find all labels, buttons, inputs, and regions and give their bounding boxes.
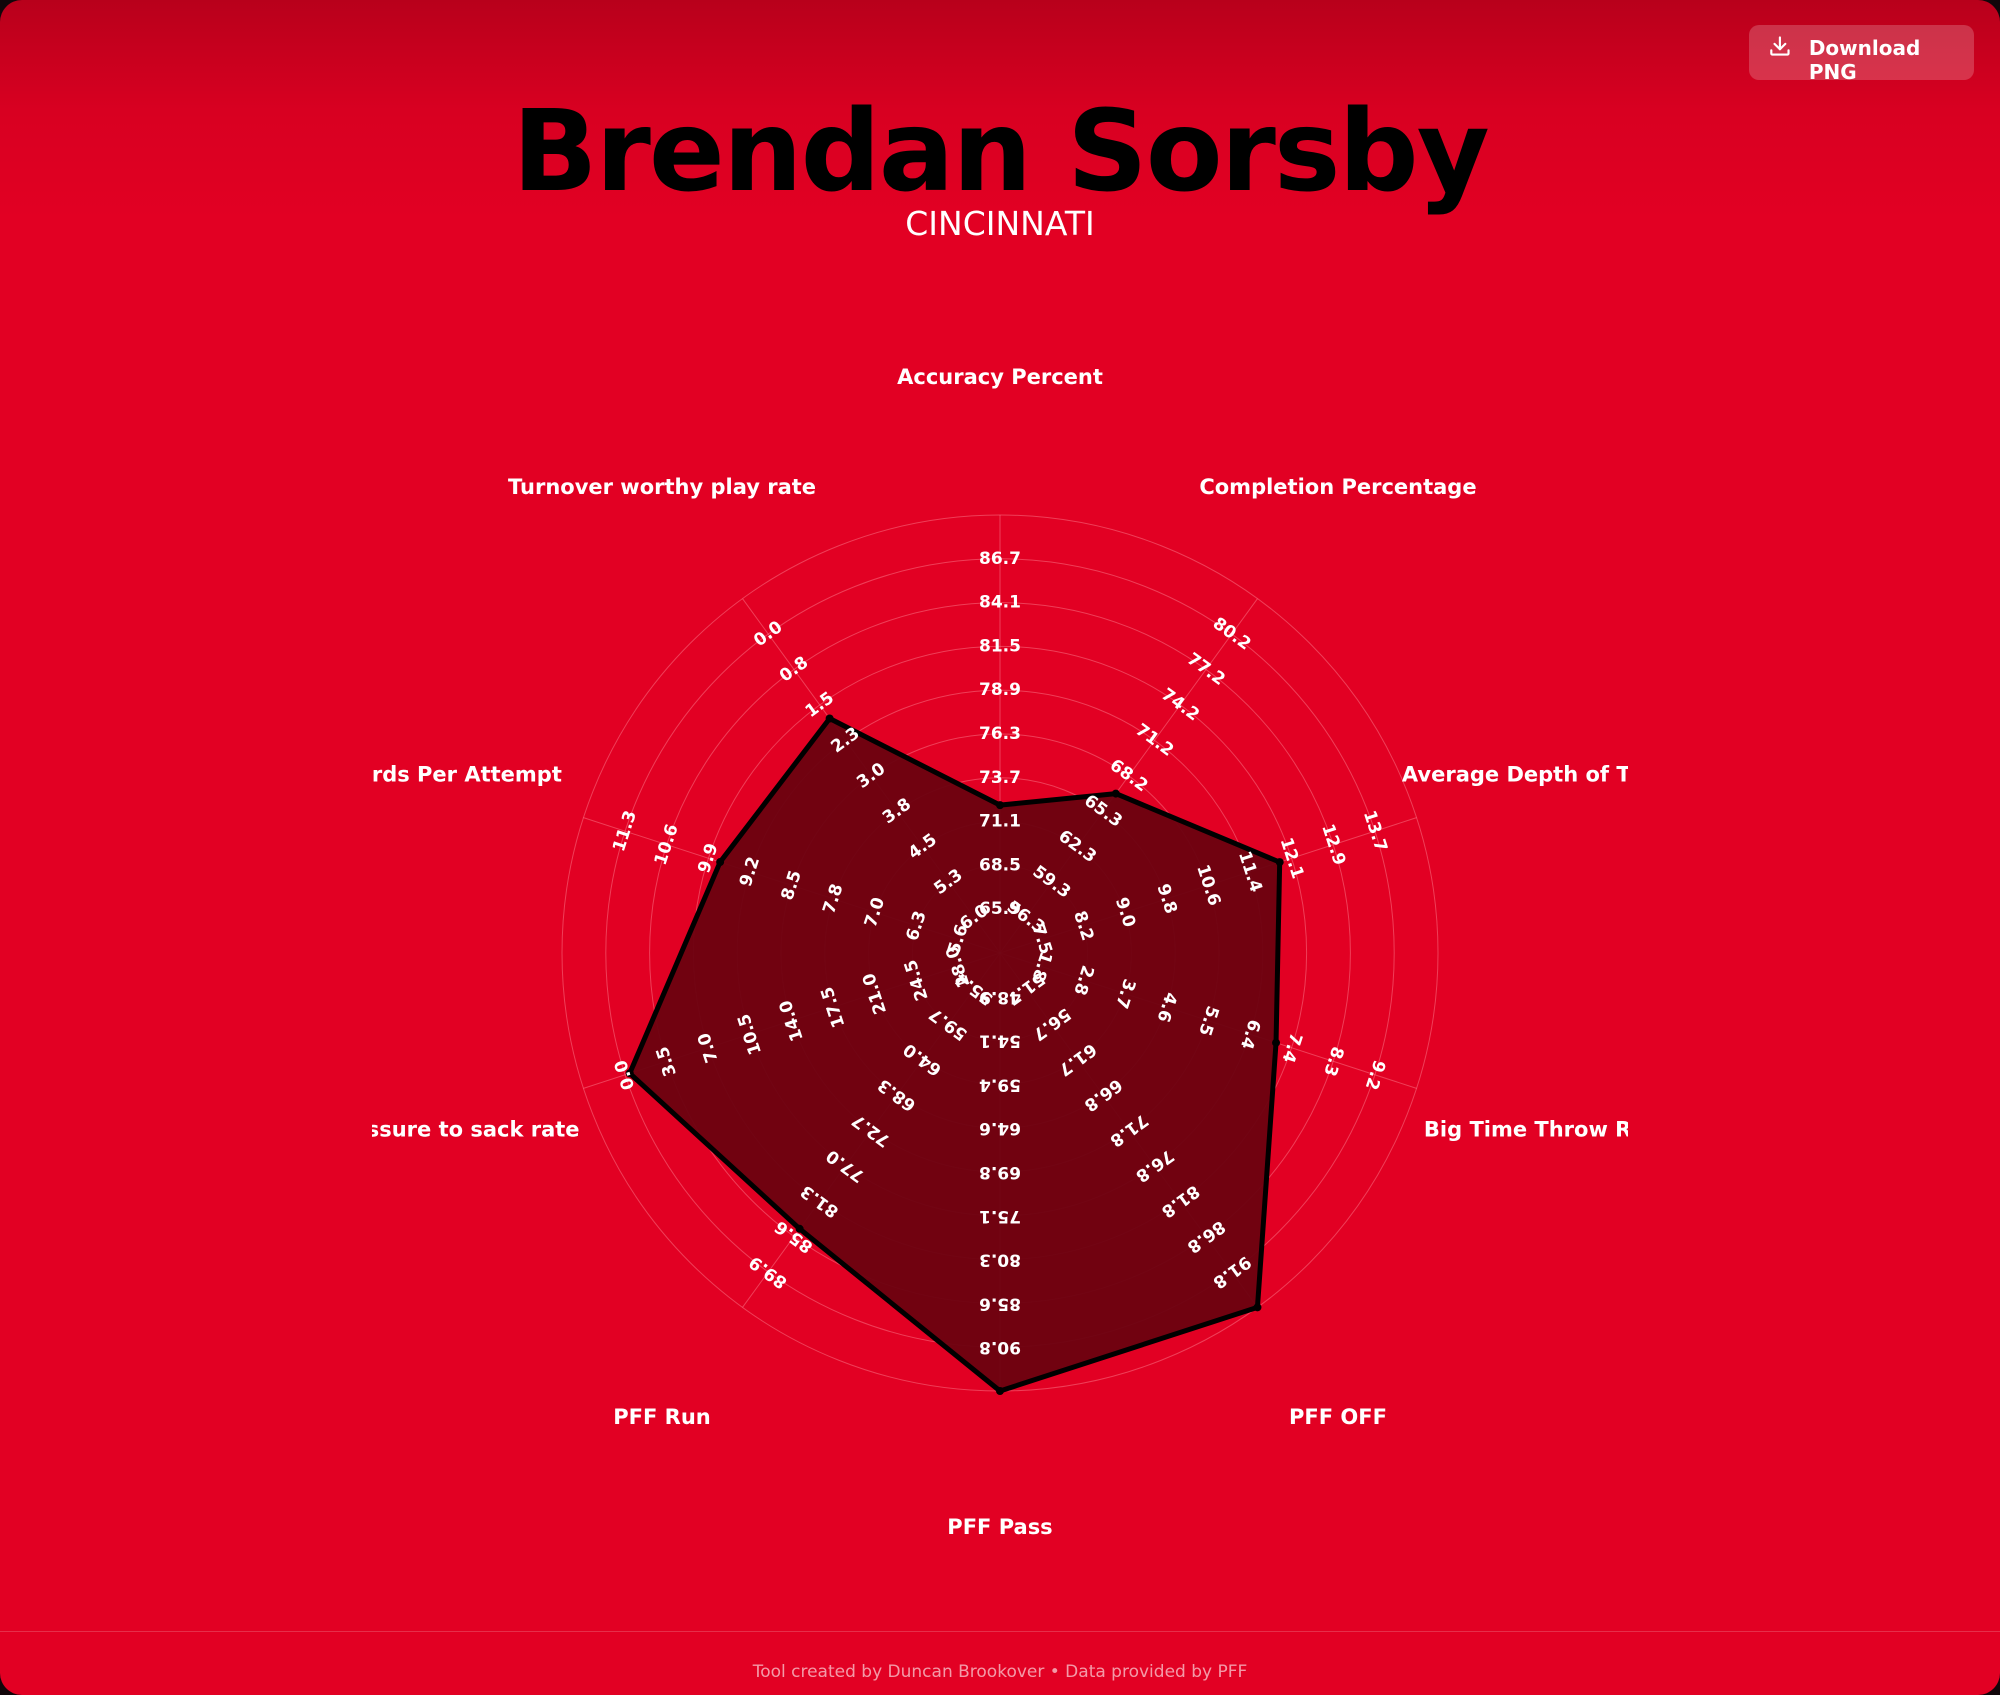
tick-label: 73.7: [979, 768, 1021, 788]
tick-label: 59.4: [979, 1074, 1021, 1094]
axis-title: Yards Per Attempt: [343, 762, 561, 786]
value-point: [1275, 858, 1284, 867]
tick-label: 65.9: [979, 899, 1021, 919]
axis-title: Big Time Throw Rate: [1424, 1118, 1670, 1142]
tick-label: 77.2: [1183, 649, 1229, 690]
tick-label: 89.9: [745, 1251, 791, 1292]
tick-label: 0.8: [776, 653, 812, 687]
tick-label: 13.7: [1359, 808, 1391, 854]
value-point: [996, 801, 1004, 810]
axis-title: PFF OFF: [1289, 1405, 1387, 1429]
tick-label: 86.7: [979, 549, 1021, 569]
value-point: [825, 714, 834, 723]
value-point: [1272, 1038, 1281, 1047]
value-point: [996, 1387, 1004, 1395]
tick-label: 71.1: [979, 812, 1021, 832]
value-point: [625, 1069, 634, 1078]
player-polygon: [627, 716, 1283, 1394]
axis-title: Turnover worthy play rate: [508, 475, 816, 499]
tick-label: 74.2: [1157, 685, 1203, 726]
tick-label: 64.6: [979, 1118, 1021, 1138]
tick-label: 10.6: [651, 822, 683, 868]
axis-title: Accuracy Percent: [897, 365, 1103, 389]
tick-label: 68.5: [979, 855, 1021, 875]
tick-label: 84.1: [979, 593, 1021, 613]
footer-divider: [0, 1631, 2000, 1632]
axis-title: Completion Percentage: [1199, 475, 1476, 499]
tick-label: 80.3: [979, 1250, 1021, 1270]
axis-title: Pressure to sack rate: [327, 1118, 580, 1142]
footer-credit: Tool created by Duncan Brookover • Data …: [752, 1662, 1248, 1682]
tick-label: 80.2: [1209, 614, 1255, 655]
tick-label: 78.9: [979, 680, 1021, 700]
tick-label: 69.8: [979, 1162, 1021, 1182]
tick-label: 76.3: [979, 724, 1021, 744]
axis-title: PFF Pass: [947, 1515, 1052, 1539]
tick-label: 11.3: [609, 808, 641, 854]
value-point: [1253, 1303, 1262, 1312]
value-point: [1111, 789, 1120, 798]
tick-label: 90.8: [979, 1337, 1021, 1357]
tick-label: 7.4: [1277, 1030, 1305, 1065]
download-label: Download PNG: [1808, 35, 1921, 84]
tick-label: 12.9: [1317, 822, 1349, 868]
tick-label: 9.2: [1361, 1057, 1389, 1092]
player-name: Brendan Sorsby: [512, 87, 1489, 217]
tick-label: 81.5: [979, 636, 1021, 656]
axis-title: Average Depth of Target: [1402, 762, 1692, 786]
tick-label: 54.1: [979, 1031, 1021, 1051]
tick-label: 0.0: [750, 617, 786, 651]
tick-label: 71.2: [1132, 720, 1178, 761]
tick-label: 48.9: [979, 987, 1021, 1007]
value-point: [795, 1224, 804, 1233]
download-png-button[interactable]: Download PNG: [1749, 25, 1974, 84]
tick-label: 68.2: [1106, 755, 1152, 796]
axis-title: PFF Run: [613, 1405, 710, 1429]
download-icon: [1770, 35, 1790, 56]
team-name: CINCINNATI: [905, 204, 1095, 243]
tick-label: 85.6: [979, 1293, 1021, 1313]
value-point: [716, 858, 725, 867]
tick-label: 75.1: [979, 1206, 1021, 1226]
tick-label: 8.3: [1319, 1044, 1347, 1079]
